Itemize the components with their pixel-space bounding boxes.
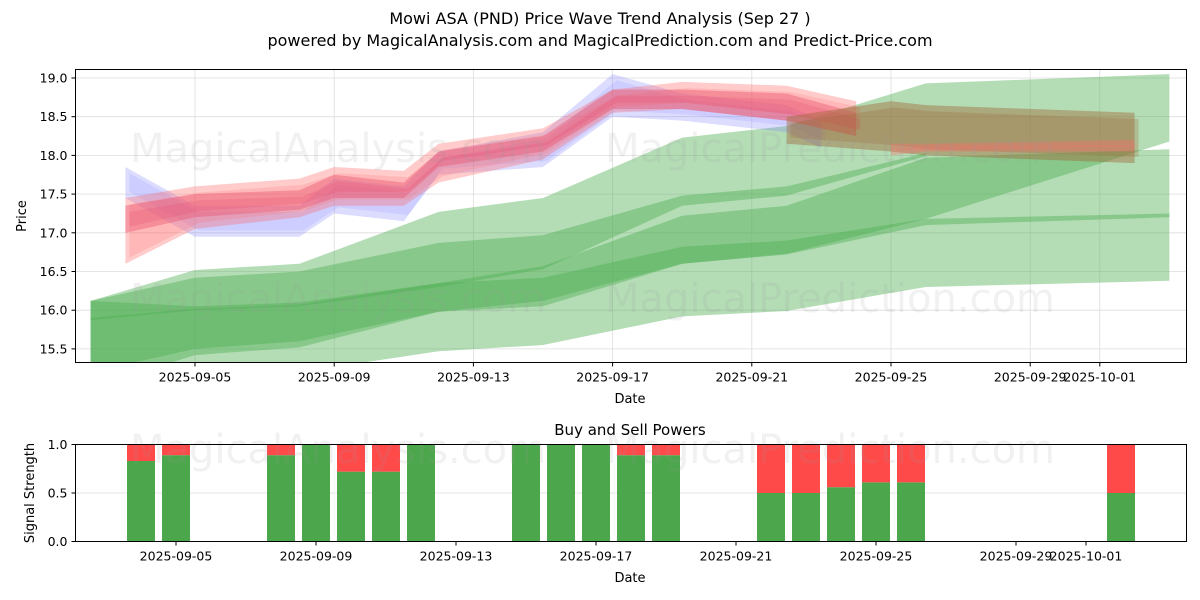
sell-bar bbox=[267, 444, 295, 456]
price-y-tick-label: 18.0 bbox=[40, 148, 68, 163]
sell-bar bbox=[792, 444, 820, 493]
sell-bar bbox=[127, 444, 155, 461]
signal-x-tick-label: 2025-09-05 bbox=[140, 549, 213, 564]
band-forecast-wave-red bbox=[891, 139, 1135, 156]
sell-bar bbox=[162, 444, 190, 456]
price-x-tick-label: 2025-09-13 bbox=[437, 370, 510, 385]
watermark-mid-right: MagicalPrediction.com bbox=[605, 276, 1055, 322]
signal-x-tick-label: 2025-09-29 bbox=[980, 549, 1053, 564]
sell-bar bbox=[617, 444, 645, 456]
price-y-tick-label: 17.5 bbox=[40, 187, 68, 202]
watermark-group-top: MagicalAnalysis.com MagicalPrediction.co… bbox=[130, 126, 1055, 322]
band-echo-historical-wave-red bbox=[129, 88, 861, 258]
buy-bar bbox=[407, 444, 435, 542]
signal-bars bbox=[127, 444, 1135, 542]
buy-bar bbox=[267, 455, 295, 542]
band-echo-historical-wave-pink bbox=[129, 95, 861, 227]
signal-y-tick-label: 0.0 bbox=[48, 534, 68, 549]
band-echo-historical-wave-blue bbox=[129, 80, 826, 231]
sell-bar bbox=[1107, 444, 1135, 493]
signal-x-tick-label: 2025-09-13 bbox=[420, 549, 493, 564]
price-bands bbox=[90, 74, 1170, 363]
buy-bar bbox=[337, 471, 365, 542]
buy-bar bbox=[652, 455, 680, 542]
price-x-tick-label: 2025-10-01 bbox=[1063, 370, 1136, 385]
watermark-top-left: MagicalAnalysis.com bbox=[130, 126, 546, 172]
band-green-band-inner-lower bbox=[90, 213, 1170, 363]
band-echo-forecast-wave-brown bbox=[790, 107, 1139, 157]
sell-bar bbox=[897, 444, 925, 483]
chart-title: Mowi ASA (PND) Price Wave Trend Analysis… bbox=[389, 9, 811, 28]
signal-y-label: Signal Strength bbox=[23, 443, 38, 543]
price-x-tick-label: 2025-09-05 bbox=[159, 370, 232, 385]
watermark-group-bottom: MagicalAnalysis.com MagicalPrediction.co… bbox=[130, 427, 1055, 473]
watermark-bottom-right: MagicalPrediction.com bbox=[605, 427, 1055, 473]
buy-bar bbox=[302, 444, 330, 542]
signal-x-label: Date bbox=[614, 571, 645, 586]
buy-bar bbox=[862, 482, 890, 542]
buy-bar bbox=[897, 482, 925, 542]
band-historical-wave-blue bbox=[125, 74, 822, 237]
watermark-bottom-left: MagicalAnalysis.com bbox=[130, 427, 546, 473]
buy-bar bbox=[1107, 493, 1135, 542]
signal-x-ticks: 2025-09-05 2025-09-09 2025-09-13 2025-09-17… bbox=[140, 541, 1123, 564]
price-x-tick-label: 2025-09-25 bbox=[855, 370, 928, 385]
price-plot-frame bbox=[75, 69, 1187, 363]
price-x-tick-label: 2025-09-29 bbox=[994, 370, 1067, 385]
sell-bar bbox=[652, 444, 680, 456]
sell-bar bbox=[862, 444, 890, 483]
signal-y-tick-label: 0.5 bbox=[48, 486, 68, 501]
price-x-tick-label: 2025-09-21 bbox=[715, 370, 788, 385]
price-x-tick-label: 2025-09-09 bbox=[298, 370, 371, 385]
band-echo-forecast-wave-red bbox=[895, 145, 1139, 150]
sell-bar bbox=[372, 444, 400, 472]
sell-bar bbox=[337, 444, 365, 472]
band-green-band-outer-lower bbox=[90, 149, 1170, 363]
buy-bar bbox=[127, 460, 155, 542]
price-y-tick-label: 17.0 bbox=[40, 225, 68, 240]
buy-bar bbox=[162, 455, 190, 542]
band-green-band-inner-upper bbox=[90, 153, 926, 321]
band-historical-wave-pink bbox=[125, 89, 857, 233]
signal-chart-title: Buy and Sell Powers bbox=[554, 421, 706, 439]
signal-y-tick-label: 1.0 bbox=[48, 437, 68, 452]
signal-x-tick-label: 2025-09-09 bbox=[280, 549, 353, 564]
signal-x-tick-label: 2025-10-01 bbox=[1050, 549, 1123, 564]
band-green-band-outer-upper bbox=[90, 74, 1170, 363]
price-grid bbox=[75, 69, 1187, 363]
price-y-tick-label: 19.0 bbox=[40, 71, 68, 86]
signal-y-ticks: 0.0 0.5 1.0 bbox=[48, 437, 76, 549]
sell-bar bbox=[757, 444, 785, 493]
signal-x-tick-label: 2025-09-21 bbox=[700, 549, 773, 564]
price-y-tick-label: 16.0 bbox=[40, 303, 68, 318]
price-y-ticks: 15.5 16.0 16.5 17.0 17.5 18.0 18.5 19.0 bbox=[40, 71, 76, 356]
price-y-tick-label: 15.5 bbox=[40, 341, 68, 356]
band-forecast-wave-brown bbox=[786, 101, 1135, 164]
buy-bar bbox=[827, 487, 855, 542]
buy-bar bbox=[792, 493, 820, 542]
buy-bar bbox=[512, 444, 540, 542]
price-x-label: Date bbox=[614, 392, 645, 407]
price-y-tick-label: 16.5 bbox=[40, 264, 68, 279]
price-y-tick-label: 18.5 bbox=[40, 109, 68, 124]
band-historical-wave-red bbox=[125, 81, 857, 264]
signal-x-tick-label: 2025-09-17 bbox=[560, 549, 633, 564]
price-x-tick-label: 2025-09-17 bbox=[576, 370, 649, 385]
watermark-mid-left: MagicalAnalysis.com bbox=[130, 276, 546, 322]
chart-subtitle: powered by MagicalAnalysis.com and Magic… bbox=[267, 31, 933, 50]
buy-bar bbox=[372, 471, 400, 542]
price-x-ticks: 2025-09-05 2025-09-09 2025-09-13 2025-09-17… bbox=[159, 362, 1136, 385]
signal-x-tick-label: 2025-09-25 bbox=[840, 549, 913, 564]
watermark-top-right: MagicalPrediction.com bbox=[605, 126, 1055, 172]
buy-bar bbox=[547, 444, 575, 542]
buy-bar bbox=[757, 493, 785, 542]
sell-bar bbox=[827, 444, 855, 488]
buy-bar bbox=[582, 444, 610, 542]
price-y-label: Price bbox=[15, 200, 30, 232]
buy-bar bbox=[617, 455, 645, 542]
